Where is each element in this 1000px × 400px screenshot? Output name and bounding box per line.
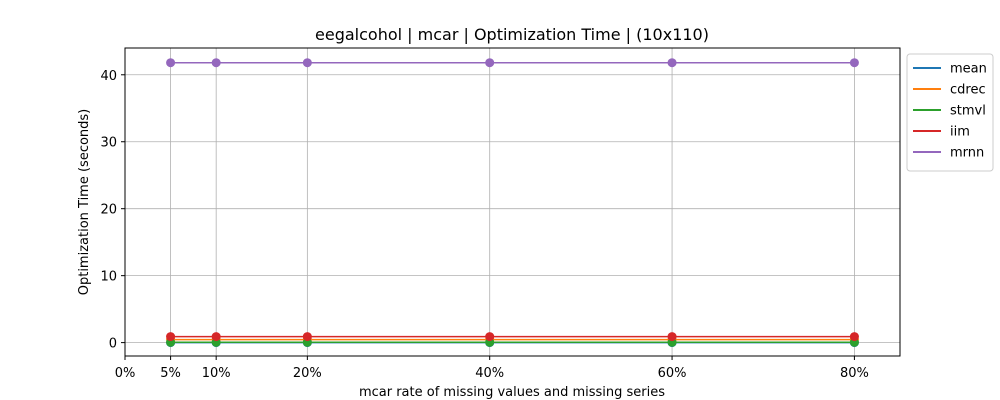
data-point-iim	[667, 332, 677, 342]
grid-lines	[124, 48, 900, 356]
chart-title: eegalcohol | mcar | Optimization Time | …	[315, 25, 709, 44]
legend-item-iim: iim	[913, 125, 970, 140]
plot-frame	[124, 47, 901, 357]
data-point-iim	[302, 332, 312, 342]
data-point-iim	[485, 332, 495, 342]
series-iim	[166, 332, 859, 342]
legend-item-mean: mean	[913, 62, 987, 77]
data-point-mrnn	[667, 58, 677, 68]
x-axis-ticks: 0% 5% 10% 20% 40% 60% 80%	[115, 356, 869, 381]
legend-label: mean	[950, 62, 987, 77]
x-tick-label: 80%	[840, 366, 869, 381]
x-tick-label: 10%	[202, 366, 231, 381]
y-tick-label: 10	[100, 270, 117, 285]
legend-item-cdrec: cdrec	[913, 83, 986, 98]
x-tick-label: 5%	[160, 366, 181, 381]
x-tick-label: 60%	[658, 366, 687, 381]
x-tick-label: 0%	[115, 366, 136, 381]
data-point-iim	[849, 332, 859, 342]
y-tick-label: 0	[109, 337, 117, 352]
legend-label: stmvl	[950, 104, 986, 119]
x-tick-label: 40%	[475, 366, 504, 381]
data-point-mrnn	[166, 58, 176, 68]
data-point-mrnn	[485, 58, 495, 68]
legend-label: mrnn	[950, 146, 984, 161]
legend-label: cdrec	[950, 83, 986, 98]
legend-box	[906, 53, 994, 172]
plot-series	[166, 58, 859, 348]
x-tick-label: 20%	[293, 366, 322, 381]
series-mrnn	[166, 58, 859, 68]
legend-item-stmvl: stmvl	[913, 104, 986, 119]
data-point-iim	[166, 332, 176, 342]
data-point-mrnn	[211, 58, 221, 68]
y-tick-label: 30	[100, 136, 117, 151]
y-tick-label: 20	[100, 203, 117, 218]
y-tick-label: 40	[100, 69, 117, 84]
data-point-iim	[211, 332, 221, 342]
y-axis-ticks: 0 10 20 30 40	[100, 69, 125, 352]
legend-label: iim	[950, 125, 970, 140]
data-point-mrnn	[302, 58, 312, 68]
x-axis-title: mcar rate of missing values and missing …	[359, 385, 665, 400]
legend-item-mrnn: mrnn	[913, 146, 984, 161]
legend: mean cdrec stmvl iim mrnn	[906, 53, 994, 172]
y-axis-title: Optimization Time (seconds)	[77, 109, 92, 296]
data-point-mrnn	[849, 58, 859, 68]
